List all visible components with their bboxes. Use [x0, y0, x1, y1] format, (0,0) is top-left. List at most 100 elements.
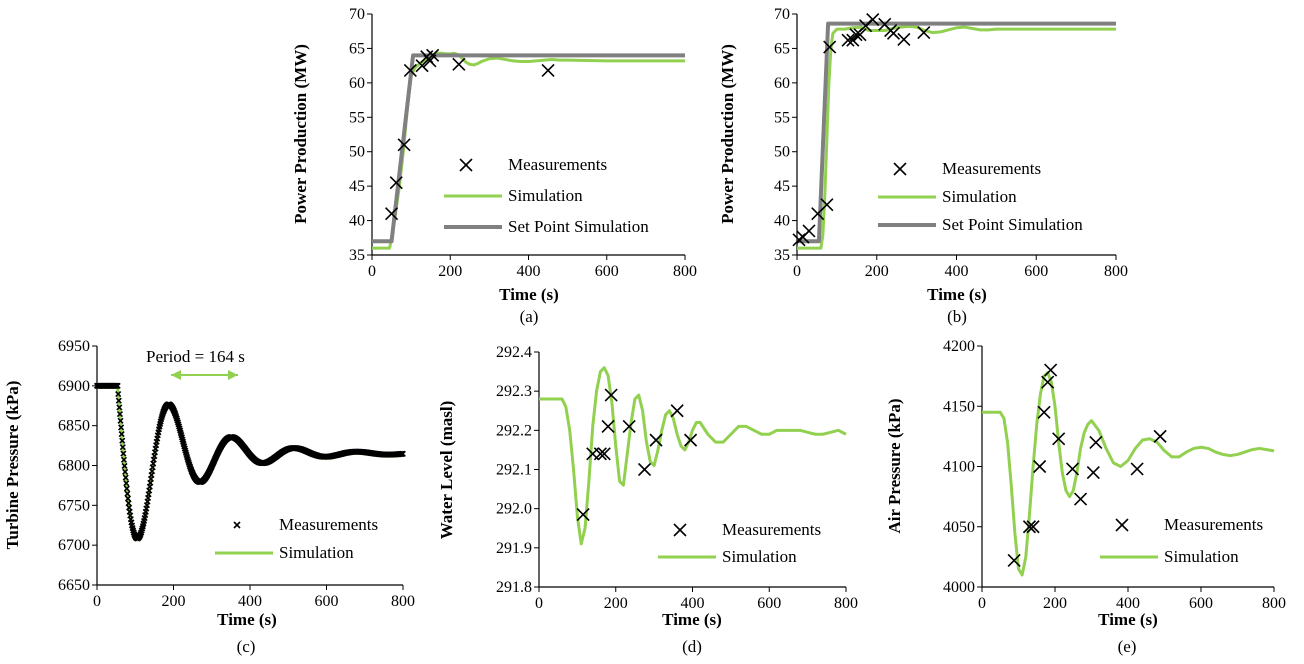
- y-tick-label: 292.1: [496, 462, 532, 479]
- measurement-point-b: [117, 417, 124, 424]
- series-markers-measurements: [1007, 363, 1167, 568]
- y-tick-label: 35: [349, 247, 365, 264]
- measurement-point-b: [897, 32, 911, 47]
- legend-label: Simulation: [942, 187, 1017, 206]
- x-tick-label: 600: [1024, 263, 1048, 280]
- series-line-simulation: [539, 366, 847, 546]
- measurement-point-b: [593, 447, 607, 461]
- series-markers-measurements: [792, 12, 931, 247]
- measurement-point-b: [802, 224, 816, 238]
- x-tick-label: 600: [1189, 595, 1213, 612]
- measurement-point-b: [121, 462, 128, 469]
- measurement-point-b: [116, 404, 123, 411]
- chart-d: 291.8 291.9 292.0 292.1 292.2 292.3 292.4 0 200 4…: [437, 344, 858, 656]
- x-tick-label: 400: [945, 263, 969, 280]
- x-axis-label: Time (s): [1098, 610, 1158, 629]
- measurement-point-b: [597, 447, 611, 461]
- legend-label: Measurements: [722, 520, 821, 539]
- panel-caption: (a): [520, 307, 539, 326]
- y-axis-label: Air Pressure (kPa): [885, 398, 904, 533]
- y-tick-label: 6950: [58, 338, 90, 355]
- measurement-point-b: [128, 522, 136, 529]
- measurement-point-b: [649, 433, 663, 447]
- series-line-set-point-simulation: [372, 53, 685, 244]
- y-tick-label: 292.3: [496, 383, 532, 400]
- measurement-point-b: [1089, 435, 1103, 449]
- y-tick-label: 4150: [943, 398, 975, 415]
- measurement-point-b: [452, 57, 466, 71]
- x-tick-label: 600: [595, 263, 619, 280]
- measurement-point-b: [123, 485, 130, 492]
- measurement-point-b: [177, 429, 184, 436]
- x-axis-label: Time (s): [662, 610, 722, 629]
- measurement-point-b: [917, 26, 931, 40]
- panel-caption: (b): [947, 307, 967, 326]
- x-tick-label: 400: [681, 595, 705, 612]
- measurement-point-b: [129, 524, 136, 532]
- x-tick-label: 600: [757, 595, 781, 612]
- x-tick-label: 400: [1116, 595, 1140, 612]
- measurement-point-b: [415, 59, 429, 73]
- measurement-point-b: [114, 382, 121, 389]
- legend-label: Simulation: [279, 543, 354, 562]
- measurement-point-b: [124, 490, 131, 497]
- y-tick-label: 6750: [58, 497, 90, 514]
- y-tick-label: 50: [774, 144, 790, 161]
- measurement-point-b: [426, 48, 440, 62]
- x-tick-label: 800: [1262, 595, 1286, 612]
- measurement-point-b: [115, 397, 122, 404]
- x-tick-label: 0: [978, 595, 986, 612]
- measurement-point-b: [601, 419, 615, 433]
- x-tick-label: 400: [517, 263, 541, 280]
- y-tick-label: 55: [349, 109, 365, 126]
- panel-caption: (c): [237, 637, 256, 656]
- measurement-point-b: [541, 63, 555, 78]
- y-tick-label: 292.4: [496, 344, 532, 361]
- measurement-point-b: [175, 423, 183, 430]
- y-tick-label: 6700: [58, 537, 90, 554]
- y-tick-label: 292.2: [496, 422, 532, 439]
- x-tick-label: 800: [834, 595, 858, 612]
- measurement-point-b: [684, 433, 698, 447]
- measurement-point-b: [622, 419, 636, 433]
- measurement-point-b: [1052, 432, 1066, 446]
- measurement-point-b: [115, 391, 122, 398]
- y-axis-label: Turbine Pressure (kPa): [3, 381, 22, 550]
- measurement-point-b: [182, 449, 189, 456]
- y-tick-label: 50: [349, 144, 365, 161]
- measurement-point-b: [181, 445, 188, 452]
- measurement-point-b: [175, 421, 182, 428]
- series-line-simulation: [982, 371, 1275, 577]
- annotation-arrow-head-right: [228, 370, 238, 380]
- measurement-point-b: [637, 462, 652, 477]
- legend-label: Measurements: [508, 155, 607, 174]
- measurement-point-b: [823, 40, 837, 54]
- measurement-point-b: [118, 431, 125, 438]
- measurement-point-b: [177, 427, 184, 434]
- legend-label: Measurements: [279, 515, 378, 534]
- legend: Measurements Simulation Set Point Simulati…: [444, 155, 649, 236]
- measurement-point-b: [124, 495, 132, 502]
- measurement-point-b: [119, 437, 126, 444]
- x-tick-label: 200: [604, 595, 628, 612]
- measurement-point-b: [183, 451, 190, 459]
- y-tick-label: 55: [774, 109, 790, 126]
- measurement-point-b: [123, 480, 130, 487]
- measurement-point-b: [1086, 465, 1100, 480]
- x-tick-label: 200: [438, 263, 462, 280]
- y-tick-label: 6850: [58, 418, 90, 435]
- measurement-point-b: [853, 28, 867, 42]
- measurement-point-b: [182, 447, 189, 454]
- measurement-point-b: [604, 388, 618, 402]
- y-axis-label: Power Production (MW): [718, 44, 737, 224]
- measurement-point-b: [399, 450, 406, 457]
- legend-swatch-measurements-b: [673, 523, 687, 537]
- legend-label: Set Point Simulation: [942, 215, 1083, 234]
- measurement-point-b: [1073, 492, 1088, 506]
- y-tick-label: 6800: [58, 458, 90, 475]
- series-markers-measurements: [576, 388, 698, 522]
- measurement-point-b: [1041, 375, 1055, 389]
- y-tick-label: 45: [774, 178, 790, 195]
- y-tick-label: 4050: [943, 519, 975, 536]
- annotation-period: Period = 164 s: [146, 347, 245, 366]
